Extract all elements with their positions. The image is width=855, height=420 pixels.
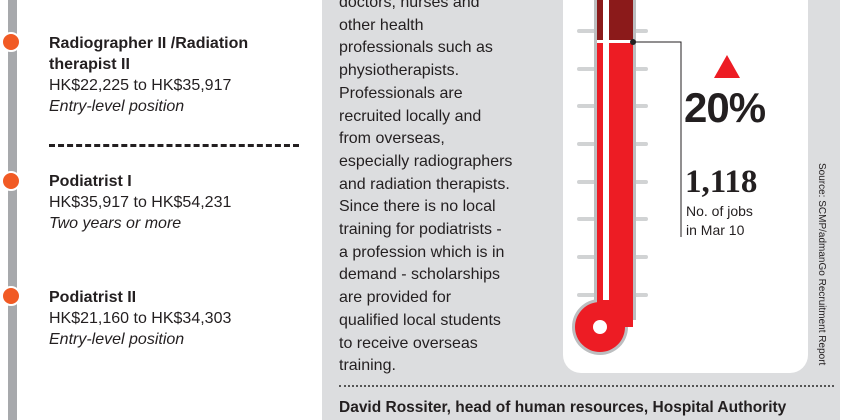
body-line: doctors, nurses and bbox=[339, 0, 480, 11]
job-title: Podiatrist I bbox=[49, 173, 132, 190]
job-title: therapist II bbox=[49, 56, 130, 73]
up-triangle-icon bbox=[714, 55, 740, 78]
body-line: other health bbox=[339, 16, 424, 34]
job-title: Podiatrist II bbox=[49, 289, 137, 306]
job-salary: HK$35,917 to HK$54,231 bbox=[49, 194, 232, 211]
timeline-dot bbox=[1, 286, 21, 306]
job-note: Entry-level position bbox=[49, 98, 185, 115]
job-podiatrist-1: Podiatrist I HK$35,917 to HK$54,231 Two … bbox=[49, 171, 231, 234]
quote-attribution: David Rossiter, head of human resources,… bbox=[339, 399, 787, 416]
job-note: Entry-level position bbox=[49, 331, 185, 348]
divider bbox=[49, 144, 299, 147]
body-line: especially radiographers bbox=[339, 152, 513, 170]
tube-highlight bbox=[603, 0, 609, 300]
jobs-label-line: in Mar 10 bbox=[686, 222, 745, 238]
jobs-label-line: No. of jobs bbox=[686, 203, 753, 219]
job-salary: HK$22,225 to HK$35,917 bbox=[49, 77, 232, 94]
timeline-dot bbox=[1, 32, 21, 52]
level-marker bbox=[597, 40, 633, 43]
job-salary: HK$21,160 to HK$34,303 bbox=[49, 310, 232, 327]
leader-line bbox=[633, 41, 682, 237]
body-line: training for podiatrists - bbox=[339, 221, 502, 239]
body-line: Since there is no local bbox=[339, 198, 496, 216]
body-line: from overseas, bbox=[339, 130, 445, 148]
body-line: a profession which is in bbox=[339, 243, 505, 261]
timeline-dot bbox=[1, 171, 21, 191]
tube-current-level bbox=[597, 42, 633, 327]
job-note: Two years or more bbox=[49, 215, 182, 232]
jobs-count: 1,118 bbox=[685, 164, 758, 200]
divider bbox=[339, 385, 834, 387]
body-line: and radiation therapists. bbox=[339, 175, 510, 193]
job-radiographer: Radiographer II /Radiation therapist II … bbox=[49, 33, 248, 117]
tube-previous-level bbox=[597, 0, 633, 42]
body-line: are provided for bbox=[339, 289, 452, 307]
body-line: Professionals are bbox=[339, 84, 463, 102]
change-percent: 20% bbox=[684, 84, 766, 131]
body-line: qualified local students bbox=[339, 311, 501, 329]
body-line: demand - scholarships bbox=[339, 266, 500, 284]
job-podiatrist-2: Podiatrist II HK$21,160 to HK$34,303 Ent… bbox=[49, 287, 231, 350]
timeline-rail bbox=[8, 0, 17, 420]
body-line: recruited locally and bbox=[339, 107, 482, 125]
source-credit: Source: SCMP/admanGo Recruitment Report bbox=[816, 163, 827, 366]
jobs-label: No. of jobs in Mar 10 bbox=[686, 202, 753, 240]
thermometer-graphic bbox=[572, 0, 740, 355]
body-line: training. bbox=[339, 357, 396, 375]
body-line: to receive overseas bbox=[339, 334, 478, 352]
job-title: Radiographer II /Radiation bbox=[49, 35, 249, 52]
quote-body: doctors, nurses and other health professio… bbox=[339, 0, 564, 378]
bulb-highlight bbox=[593, 320, 607, 334]
body-line: physiotherapists. bbox=[339, 62, 460, 80]
body-line: professionals such as bbox=[339, 39, 493, 57]
